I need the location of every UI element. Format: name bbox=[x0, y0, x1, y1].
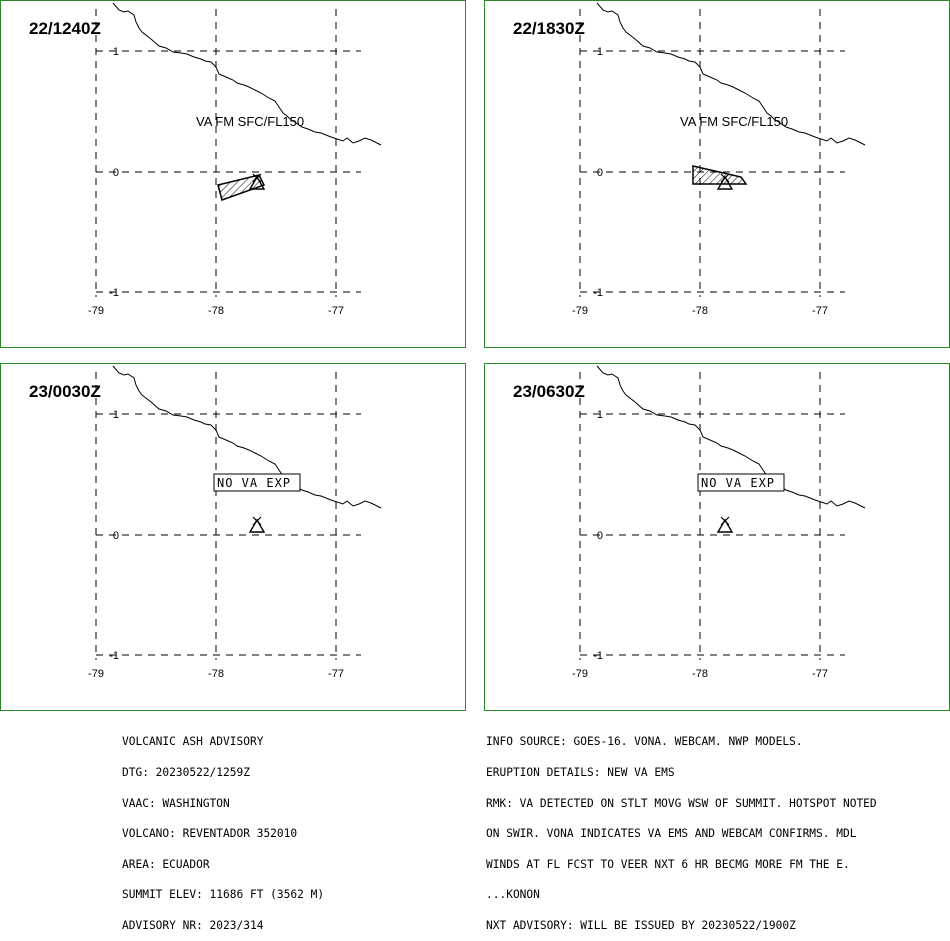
latitude-tick-label: -1 bbox=[109, 287, 119, 299]
advisory-line: NXT ADVISORY: WILL BE ISSUED BY 20230522… bbox=[486, 918, 796, 932]
latitude-tick-label: 1 bbox=[597, 46, 603, 58]
longitude-tick-label: -77 bbox=[812, 305, 828, 317]
ash-height-label: VA FM SFC/FL150 bbox=[196, 114, 304, 129]
volcano-triangle-icon bbox=[248, 516, 266, 533]
ash-cloud-polygon bbox=[692, 165, 748, 185]
longitude-tick-label: -78 bbox=[692, 668, 708, 680]
no-ash-label-box bbox=[697, 473, 785, 492]
longitude-tick-label: -77 bbox=[328, 305, 344, 317]
longitude-tick-label: -78 bbox=[692, 305, 708, 317]
latitude-tick-label: -1 bbox=[109, 650, 119, 662]
advisory-line: VOLCANO: REVENTADOR 352010 bbox=[122, 827, 298, 841]
advisory-line: WINDS AT FL FCST TO VEER NXT 6 HR BECMG … bbox=[486, 857, 850, 871]
advisory-line: ADVISORY NR: 2023/314 bbox=[122, 918, 264, 932]
panel-time-label: 22/1830Z bbox=[513, 19, 585, 38]
panel-time-label: 22/1240Z bbox=[29, 19, 101, 38]
latitude-tick-label: -1 bbox=[593, 287, 603, 299]
longitude-tick-label: -77 bbox=[812, 668, 828, 680]
map-3: 1 0 -1 -79 -78 -77 NO VA EXP bbox=[88, 365, 382, 680]
advisory-line: VOLCANIC ASH ADVISORY bbox=[122, 735, 264, 749]
longitude-tick-label: -79 bbox=[88, 305, 104, 317]
longitude-tick-label: -79 bbox=[88, 668, 104, 680]
advisory-remarks-text: INFO SOURCE: GOES-16. VONA. WEBCAM. NWP … bbox=[486, 717, 877, 941]
latitude-tick-label: 1 bbox=[113, 409, 119, 421]
advisory-line: ...KONON bbox=[486, 888, 540, 902]
advisory-line: ERUPTION DETAILS: NEW VA EMS bbox=[486, 766, 675, 779]
longitude-tick-label: -79 bbox=[572, 668, 588, 680]
latitude-tick-label: 1 bbox=[597, 409, 603, 421]
advisory-line: VAAC: WASHINGTON bbox=[122, 796, 230, 810]
forecast-panel-3: 1 0 -1 -79 -78 -77 NO VA EXP 23/0030Z bbox=[0, 363, 466, 711]
longitude-tick-label: -78 bbox=[208, 305, 224, 317]
coastline bbox=[596, 365, 866, 509]
no-ash-label: NO VA EXP bbox=[217, 476, 291, 490]
advisory-line: ON SWIR. VONA INDICATES VA EMS AND WEBCA… bbox=[486, 827, 857, 841]
panel-time-label: 23/0030Z bbox=[29, 382, 101, 401]
forecast-panel-2: 1 0 -1 -79 -78 -77 VA FM SFC/FL150 22/1830Z bbox=[484, 0, 950, 348]
latitude-tick-label: 1 bbox=[113, 46, 119, 58]
coastline bbox=[112, 2, 382, 146]
latitude-tick-label: -1 bbox=[593, 650, 603, 662]
longitude-tick-label: -77 bbox=[328, 668, 344, 680]
coastline bbox=[112, 365, 382, 509]
ash-cloud-polygon bbox=[217, 174, 266, 201]
ash-height-label: VA FM SFC/FL150 bbox=[680, 114, 788, 129]
advisory-header-text: VOLCANIC ASH ADVISORY DTG: 20230522/1259… bbox=[122, 717, 324, 941]
volcano-triangle-icon bbox=[716, 516, 734, 533]
coastline bbox=[596, 2, 866, 146]
volcano-triangle-icon bbox=[716, 173, 734, 190]
longitude-tick-label: -79 bbox=[572, 305, 588, 317]
volcano-triangle-icon bbox=[248, 173, 266, 190]
advisory-line: INFO SOURCE: GOES-16. VONA. WEBCAM. NWP … bbox=[486, 735, 803, 749]
no-ash-label-box bbox=[213, 473, 301, 492]
latitude-tick-label: 0 bbox=[597, 167, 603, 179]
forecast-panel-1: 1 0 -1 -79 -78 -77 VA FM SFC/FL150 22/1240Z bbox=[0, 0, 466, 348]
latitude-tick-label: 0 bbox=[597, 530, 603, 542]
latitude-tick-label: 0 bbox=[113, 167, 119, 179]
advisory-line: AREA: ECUADOR bbox=[122, 857, 210, 871]
longitude-tick-label: -78 bbox=[208, 668, 224, 680]
map-1: 1 0 -1 -79 -78 -77 VA FM SFC/FL150 bbox=[88, 2, 382, 317]
advisory-line: RMK: VA DETECTED ON STLT MOVG WSW OF SUM… bbox=[486, 796, 877, 810]
no-ash-label: NO VA EXP bbox=[701, 476, 775, 490]
panel-time-label: 23/0630Z bbox=[513, 382, 585, 401]
advisory-line: DTG: 20230522/1259Z bbox=[122, 766, 250, 779]
latitude-tick-label: 0 bbox=[113, 530, 119, 542]
forecast-panel-4: 1 0 -1 -79 -78 -77 NO VA EXP 23/0630Z bbox=[484, 363, 950, 711]
map-4: 1 0 -1 -79 -78 -77 NO VA EXP bbox=[572, 365, 866, 680]
map-2: 1 0 -1 -79 -78 -77 VA FM SFC/FL150 bbox=[572, 2, 866, 317]
advisory-line: SUMMIT ELEV: 11686 FT (3562 M) bbox=[122, 888, 325, 902]
